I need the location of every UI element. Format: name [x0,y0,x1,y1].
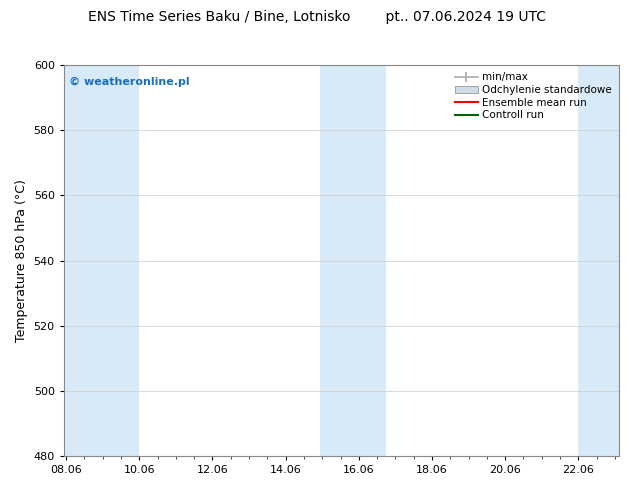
Text: ENS Time Series Baku / Bine, Lotnisko        pt.. 07.06.2024 19 UTC: ENS Time Series Baku / Bine, Lotnisko pt… [88,10,546,24]
Bar [578,65,619,456]
Legend: min/max, Odchylenie standardowe, Ensemble mean run, Controll run: min/max, Odchylenie standardowe, Ensembl… [453,71,614,122]
Bar [320,65,386,456]
Y-axis label: Temperature 850 hPa (°C): Temperature 850 hPa (°C) [15,179,28,342]
Text: © weatheronline.pl: © weatheronline.pl [69,77,190,87]
Bar [64,65,139,456]
